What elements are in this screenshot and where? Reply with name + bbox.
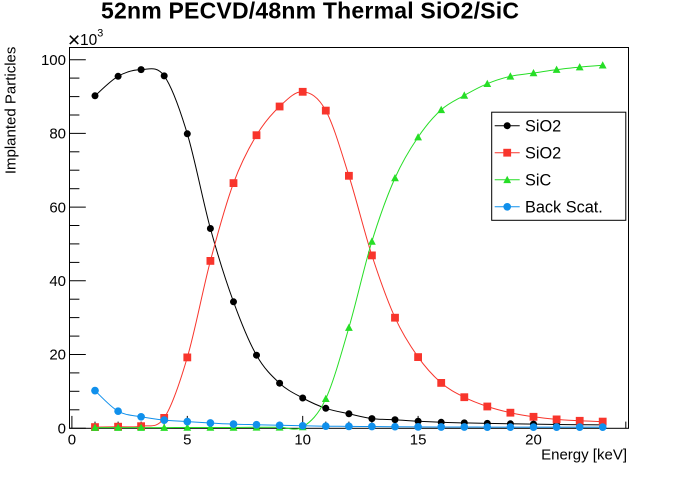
svg-text:10: 10 bbox=[294, 432, 311, 449]
svg-text:Back Scat.: Back Scat. bbox=[525, 198, 603, 216]
svg-text:100: 100 bbox=[41, 52, 66, 69]
svg-text:80: 80 bbox=[49, 126, 66, 143]
svg-text:20: 20 bbox=[525, 432, 542, 449]
svg-text:52nm PECVD/48nm Thermal SiO2/S: 52nm PECVD/48nm Thermal SiO2/SiC bbox=[101, 0, 519, 24]
svg-text:15: 15 bbox=[410, 432, 427, 449]
svg-text:SiC: SiC bbox=[525, 171, 551, 189]
svg-text:Implanted Particles: Implanted Particles bbox=[2, 47, 19, 175]
svg-text:20: 20 bbox=[49, 347, 66, 364]
svg-text:Energy [keV]: Energy [keV] bbox=[541, 447, 627, 464]
svg-text:SiO2: SiO2 bbox=[525, 144, 561, 162]
svg-text:60: 60 bbox=[49, 199, 66, 216]
svg-text:×: × bbox=[68, 28, 81, 52]
svg-text:0: 0 bbox=[58, 420, 66, 437]
svg-text:SiO2: SiO2 bbox=[525, 117, 561, 135]
svg-text:40: 40 bbox=[49, 273, 66, 290]
svg-text:0: 0 bbox=[68, 432, 76, 449]
svg-text:5: 5 bbox=[183, 432, 191, 449]
